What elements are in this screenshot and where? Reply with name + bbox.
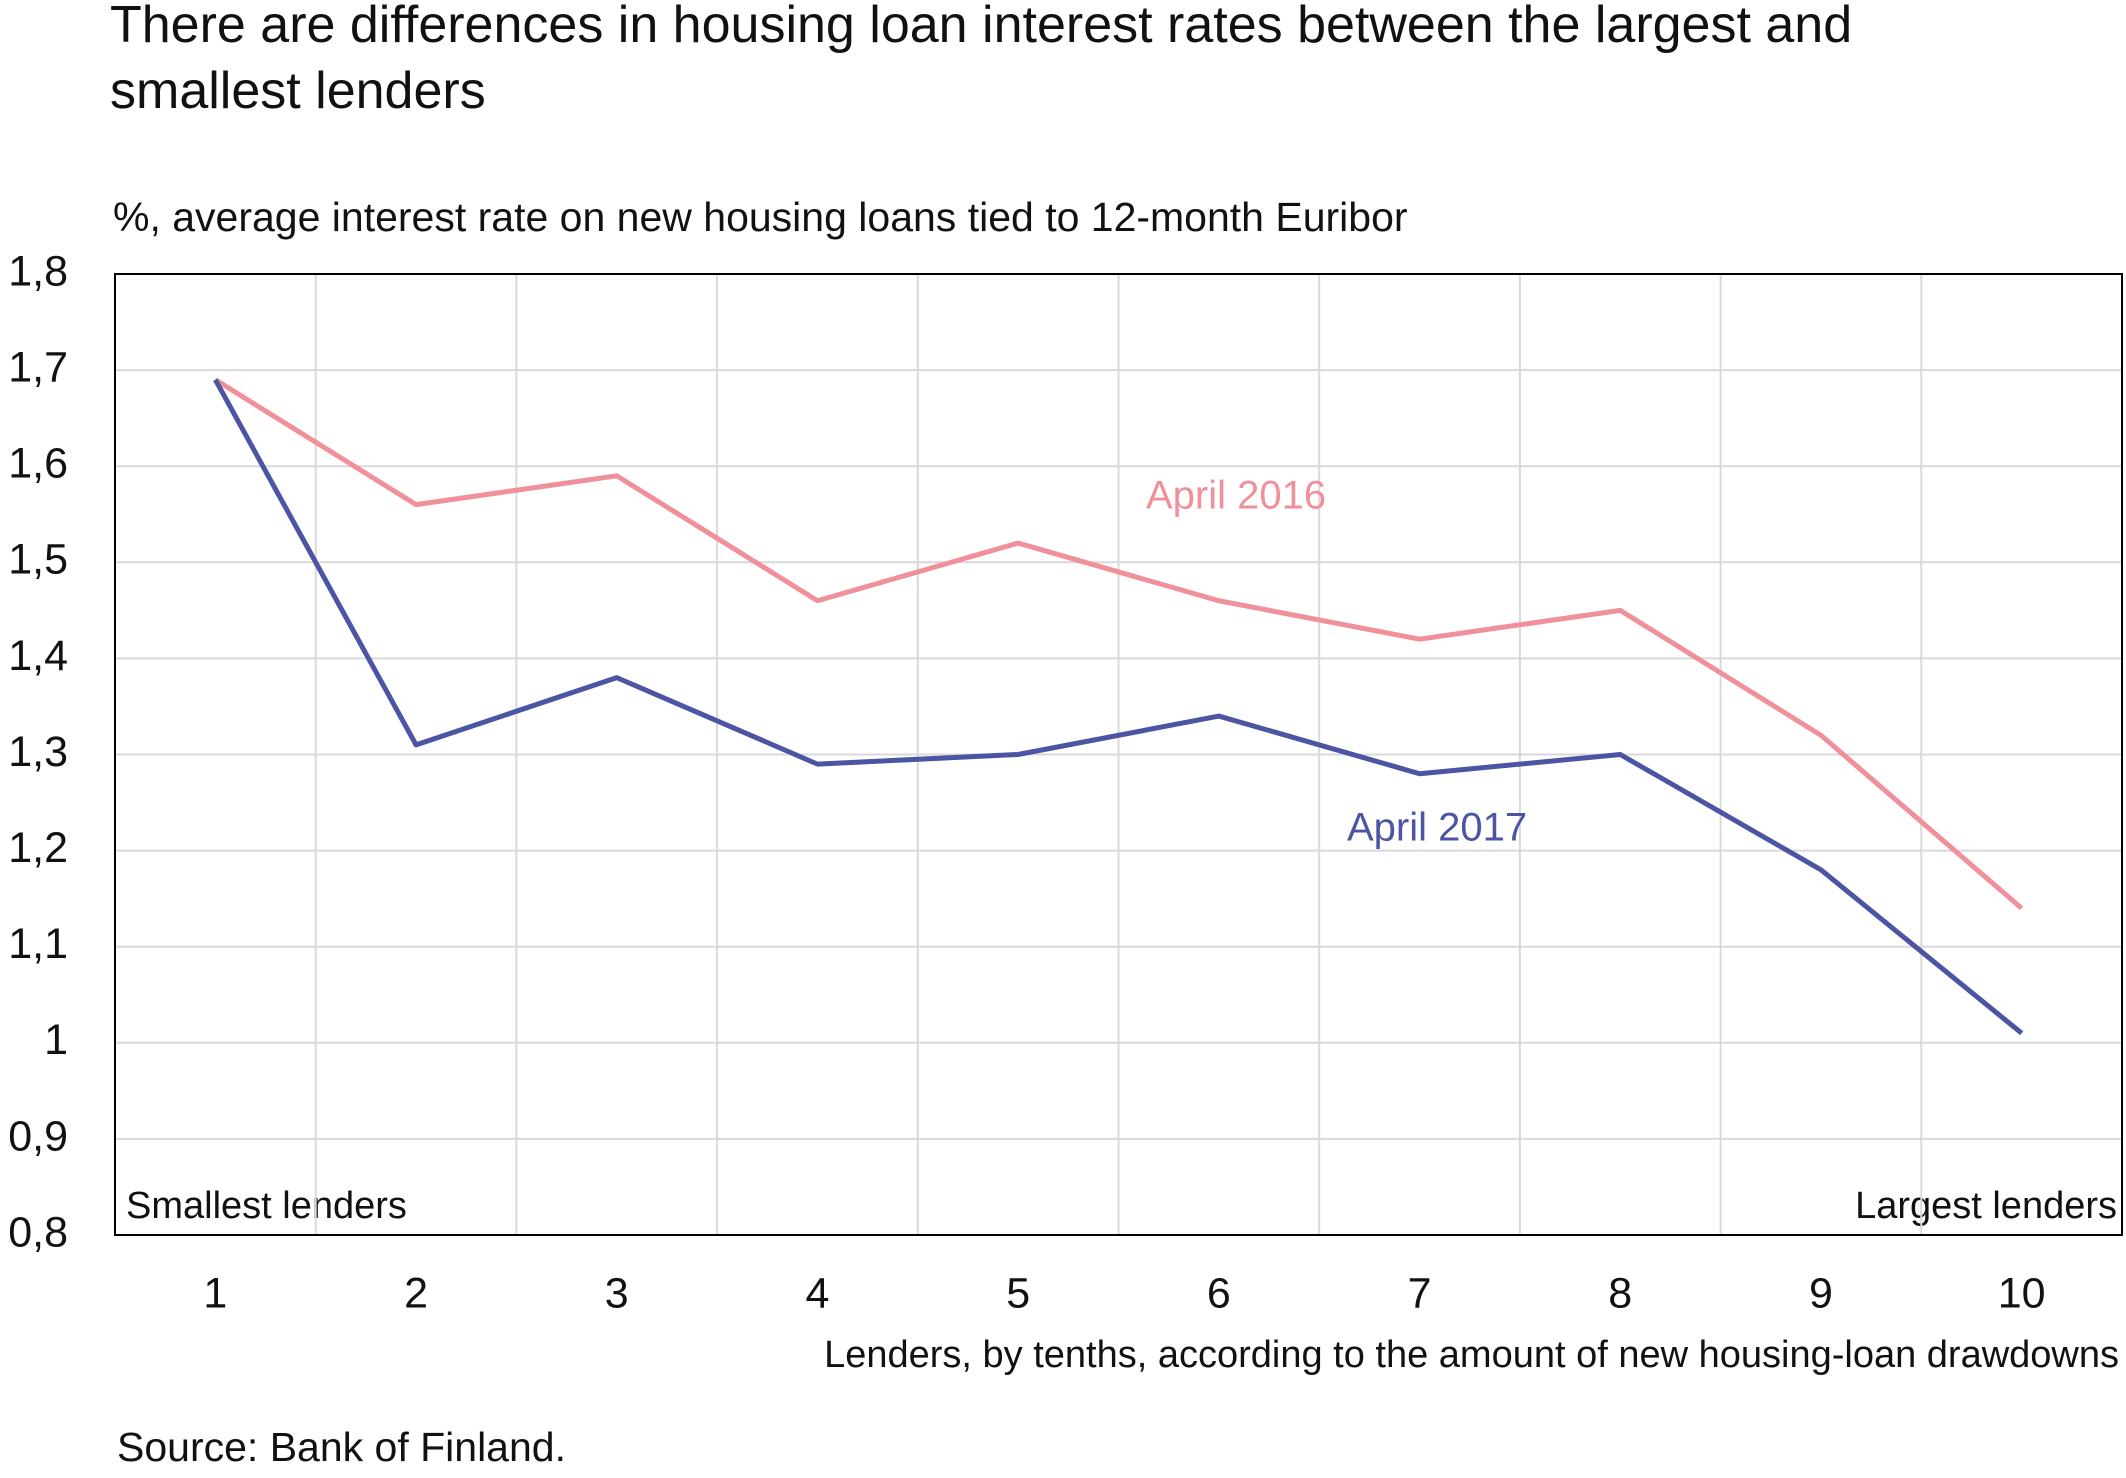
y-tick-label: 1,2 (8, 824, 68, 872)
x-tick-label: 2 (404, 1269, 428, 1317)
x-tick-label: 3 (605, 1269, 629, 1317)
x-tick-label: 10 (1998, 1269, 2046, 1317)
x-tick-label: 7 (1408, 1269, 1432, 1317)
series-label: April 2017 (1347, 806, 1527, 850)
x-tick-label: 8 (1608, 1269, 1632, 1317)
line-series (214, 377, 2024, 911)
x-tick-label: 9 (1809, 1269, 1833, 1317)
x-tick-label: 4 (805, 1269, 829, 1317)
line-series (213, 378, 2024, 1036)
chart-title: There are differences in housing loan in… (110, 0, 1853, 120)
y-tick-label: 1,3 (8, 728, 68, 776)
y-tick-label: 1,1 (8, 920, 68, 968)
x-tick-label: 6 (1207, 1269, 1231, 1317)
y-tick-label: 1,5 (8, 536, 68, 584)
series-label: April 2016 (1146, 474, 1326, 518)
y-tick-label: 1,8 (8, 247, 68, 295)
y-tick-label: 1,7 (8, 343, 68, 391)
y-tick-label: 1 (44, 1016, 68, 1064)
y-tick-label: 0,9 (8, 1112, 68, 1160)
plot-border (114, 273, 2123, 1236)
source: Source: Bank of Finland. (117, 1424, 566, 1470)
annotation: Smallest lenders (126, 1185, 407, 1227)
x-tick-label: 5 (1006, 1269, 1030, 1317)
y-tick-label: 1,6 (8, 440, 68, 488)
chart-subtitle: %, average interest rate on new housing … (113, 194, 1408, 240)
y-tick-label: 0,8 (8, 1208, 68, 1256)
y-tick-label: 1,4 (8, 632, 68, 680)
x-tick-label: 1 (203, 1269, 227, 1317)
x-axis-label: Lenders, by tenths, according to the amo… (824, 1334, 2119, 1376)
annotation: Largest lenders (1855, 1185, 2117, 1227)
